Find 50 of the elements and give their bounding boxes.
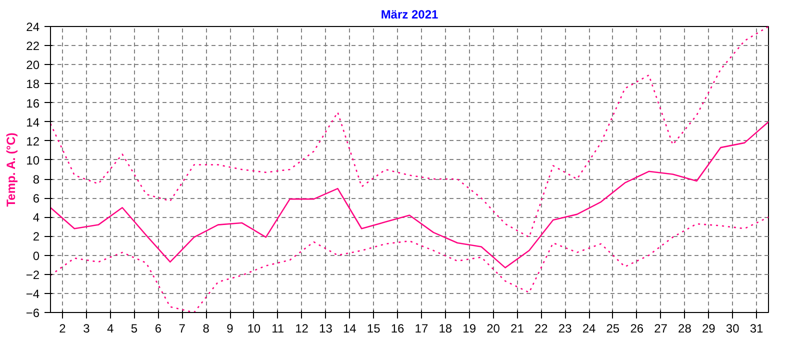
x-tick-label: 17 [414,322,428,336]
x-tick-label: 13 [319,322,333,336]
y-tick-label: 18 [26,77,40,92]
x-tick-label: 10 [247,322,261,336]
x-tick-label: 18 [438,322,452,336]
x-tick-label: 7 [178,322,186,336]
x-tick-label: 5 [130,322,138,336]
x-tick-label: 6 [154,322,162,336]
x-tick-label: 2 [59,322,66,336]
y-axis-title: Temp. A. (°C) [4,132,18,207]
x-tick-label: 4 [106,322,114,336]
x-tick-label: 29 [702,322,716,336]
x-tick-label: 23 [558,322,572,336]
y-tick-label: 4 [32,210,40,225]
x-tick-label: 15 [366,322,381,336]
y-tick-label: 2 [32,230,40,244]
y-tick-label: 24 [26,20,40,34]
x-tick-label: 28 [678,322,692,336]
x-tick-label: 20 [486,322,500,336]
x-tick-label: 26 [630,322,644,336]
y-tick-label: 8 [32,172,40,187]
x-tick-label: 22 [534,322,548,336]
y-tick-label: −4 [26,286,40,301]
line-series [50,121,768,268]
y-tick-label: −2 [26,268,40,282]
x-tick-label: 31 [750,322,764,336]
chart-title: März 2021 [380,8,439,22]
x-tick-label: 30 [726,322,740,336]
x-tick-label: 24 [582,322,596,336]
y-tick-label: 10 [26,153,40,168]
x-tick-label: 21 [510,322,524,336]
x-tick-label: 14 [342,322,357,336]
y-tick-label: 22 [26,39,40,54]
y-tick-label: 14 [26,115,40,130]
y-tick-label: −6 [26,306,40,320]
x-tick-label: 19 [462,322,476,336]
x-tick-label: 3 [83,322,90,336]
x-tick-label: 12 [295,322,309,336]
y-tick-label: 20 [26,58,40,72]
x-tick-label: 11 [272,322,284,336]
x-tick-label: 16 [390,322,405,336]
x-tick-label: 9 [226,322,234,336]
y-tick-label: 0 [32,248,40,263]
y-tick-label: 12 [26,134,40,148]
x-tick-label: 8 [202,322,210,336]
x-tick-label: 25 [606,322,620,336]
x-tick-label: 27 [654,322,668,336]
line-series [50,26,768,238]
y-tick-label: 6 [32,192,40,206]
y-tick-label: 16 [26,96,40,110]
